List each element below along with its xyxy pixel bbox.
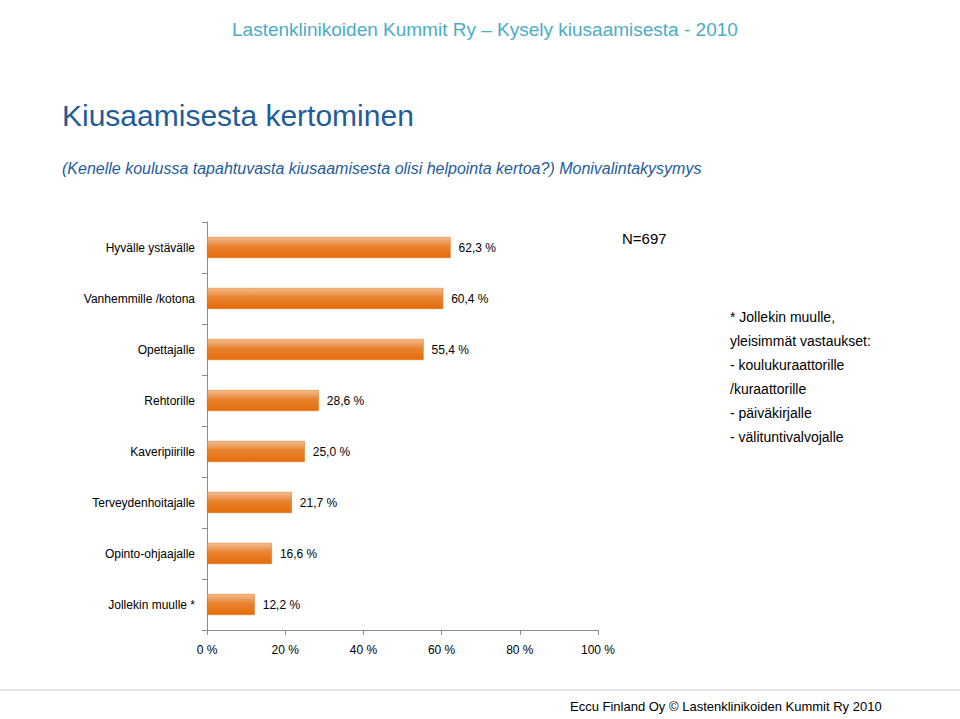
svg-text:55,4 %: 55,4 %	[432, 343, 470, 357]
svg-text:12,2 %: 12,2 %	[263, 598, 301, 612]
svg-text:/kuraattorille: /kuraattorille	[730, 381, 806, 397]
svg-text:100 %: 100 %	[581, 643, 615, 657]
svg-text:Eccu Finland Oy © Lastenklinik: Eccu Finland Oy © Lastenklinikoiden Kumm…	[570, 699, 882, 714]
svg-text:Opettajalle: Opettajalle	[138, 343, 196, 357]
svg-text:16,6 %: 16,6 %	[280, 547, 318, 561]
svg-text:80 %: 80 %	[506, 643, 534, 657]
svg-text:Vanhemmille /kotona: Vanhemmille /kotona	[84, 292, 195, 306]
svg-text:Lastenklinikoiden Kummit Ry –: Lastenklinikoiden Kummit Ry – Kysely kiu…	[232, 19, 738, 40]
svg-text:21,7 %: 21,7 %	[300, 496, 338, 510]
svg-text:62,3 %: 62,3 %	[459, 241, 497, 255]
svg-text:Kiusaamisesta kertominen: Kiusaamisesta kertominen	[62, 99, 414, 132]
svg-text:Kaveripiirille: Kaveripiirille	[130, 445, 195, 459]
svg-text:20 %: 20 %	[272, 643, 300, 657]
svg-text:28,6 %: 28,6 %	[327, 394, 365, 408]
svg-text:(Kenelle koulussa tapahtuvasta: (Kenelle koulussa tapahtuvasta kiusaamis…	[62, 160, 701, 177]
svg-text:Hyvälle ystävälle: Hyvälle ystävälle	[106, 241, 196, 255]
svg-text:Jollekin muulle *: Jollekin muulle *	[108, 598, 195, 612]
svg-text:Opinto-ohjaajalle: Opinto-ohjaajalle	[105, 547, 195, 561]
svg-text:Terveydenhoitajalle: Terveydenhoitajalle	[92, 496, 195, 510]
svg-text:Rehtorille: Rehtorille	[144, 394, 195, 408]
svg-text:- koulukuraattorille: - koulukuraattorille	[730, 357, 845, 373]
svg-text:60 %: 60 %	[428, 643, 456, 657]
svg-text:25,0 %: 25,0 %	[313, 445, 351, 459]
svg-text:yleisimmät vastaukset:: yleisimmät vastaukset:	[730, 333, 871, 349]
svg-text:- välituntivalvojalle: - välituntivalvojalle	[730, 429, 844, 445]
svg-text:60,4 %: 60,4 %	[451, 292, 489, 306]
svg-text:- päiväkirjalle: - päiväkirjalle	[730, 405, 812, 421]
svg-text:N=697: N=697	[622, 230, 667, 247]
svg-text:* Jollekin muulle,: * Jollekin muulle,	[730, 309, 835, 325]
svg-text:40 %: 40 %	[350, 643, 378, 657]
svg-text:0 %: 0 %	[197, 643, 218, 657]
